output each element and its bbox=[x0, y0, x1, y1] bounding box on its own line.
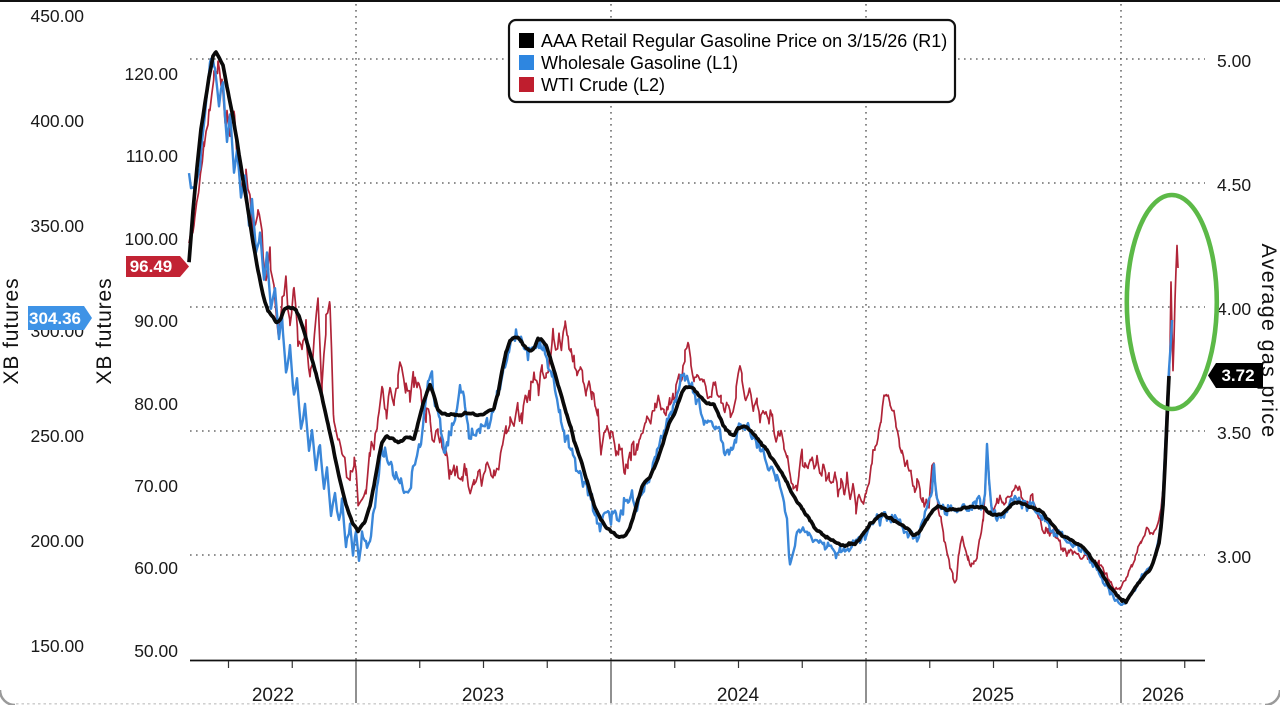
svg-text:60.00: 60.00 bbox=[134, 558, 178, 578]
svg-text:120.00: 120.00 bbox=[124, 64, 178, 84]
svg-text:304.36: 304.36 bbox=[29, 309, 81, 328]
svg-text:4.00: 4.00 bbox=[1217, 299, 1251, 319]
svg-text:250.00: 250.00 bbox=[30, 426, 84, 446]
svg-text:80.00: 80.00 bbox=[134, 394, 178, 414]
svg-text:50.00: 50.00 bbox=[134, 641, 178, 661]
svg-text:150.00: 150.00 bbox=[30, 636, 84, 656]
svg-text:Wholesale Gasoline (L1): Wholesale Gasoline (L1) bbox=[541, 53, 738, 73]
svg-text:90.00: 90.00 bbox=[134, 311, 178, 331]
svg-text:400.00: 400.00 bbox=[30, 111, 84, 131]
svg-text:96.49: 96.49 bbox=[130, 257, 173, 276]
svg-text:XB futures: XB futures bbox=[93, 277, 116, 384]
svg-text:5.00: 5.00 bbox=[1217, 51, 1251, 71]
svg-text:100.00: 100.00 bbox=[124, 229, 178, 249]
svg-text:2022: 2022 bbox=[252, 685, 294, 705]
svg-text:2026: 2026 bbox=[1142, 685, 1184, 705]
svg-text:Average gas price: Average gas price bbox=[1257, 243, 1280, 438]
svg-text:200.00: 200.00 bbox=[30, 531, 84, 551]
svg-text:110.00: 110.00 bbox=[126, 146, 178, 166]
svg-text:450.00: 450.00 bbox=[30, 6, 84, 26]
svg-text:2023: 2023 bbox=[462, 685, 504, 705]
svg-text:2025: 2025 bbox=[972, 685, 1014, 705]
svg-text:XB futures: XB futures bbox=[0, 277, 23, 384]
svg-text:3.00: 3.00 bbox=[1217, 547, 1251, 567]
svg-text:70.00: 70.00 bbox=[134, 476, 178, 496]
svg-text:4.50: 4.50 bbox=[1217, 175, 1251, 195]
svg-text:3.72: 3.72 bbox=[1221, 366, 1254, 385]
svg-text:AAA Retail Regular Gasoline Pr: AAA Retail Regular Gasoline Price on 3/1… bbox=[541, 31, 947, 51]
svg-text:WTI Crude (L2): WTI Crude (L2) bbox=[541, 75, 665, 95]
svg-text:350.00: 350.00 bbox=[30, 216, 84, 236]
svg-text:2024: 2024 bbox=[717, 685, 760, 705]
svg-text:3.50: 3.50 bbox=[1217, 423, 1251, 443]
